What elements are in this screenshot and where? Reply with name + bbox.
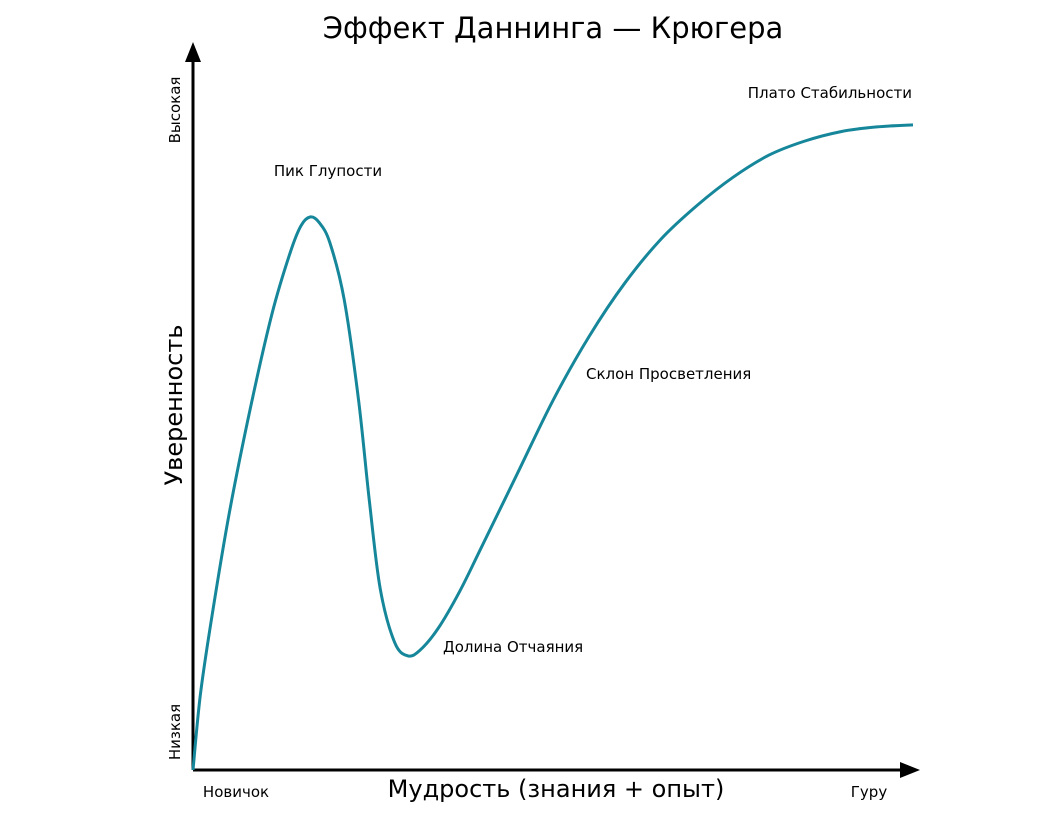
x-start-label: Новичок	[203, 783, 269, 801]
y-axis-arrow	[185, 42, 201, 62]
x-axis-label: Мудрость (знания + опыт)	[388, 775, 725, 803]
annotation-valley: Долина Отчаяния	[443, 638, 583, 656]
x-axis-arrow	[900, 762, 920, 778]
y-axis-label: Уверенность	[160, 325, 188, 486]
annotation-peak: Пик Глупости	[274, 162, 382, 180]
annotation-plateau: Плато Стабильности	[748, 84, 912, 102]
annotation-slope: Склон Просветления	[586, 365, 751, 383]
confidence-curve	[191, 123, 914, 771]
y-low-label: Низкая	[166, 704, 184, 760]
chart-title: Эффект Даннинга — Крюгера	[323, 11, 784, 45]
x-end-label: Гуру	[851, 783, 888, 801]
y-high-label: Высокая	[166, 77, 184, 144]
